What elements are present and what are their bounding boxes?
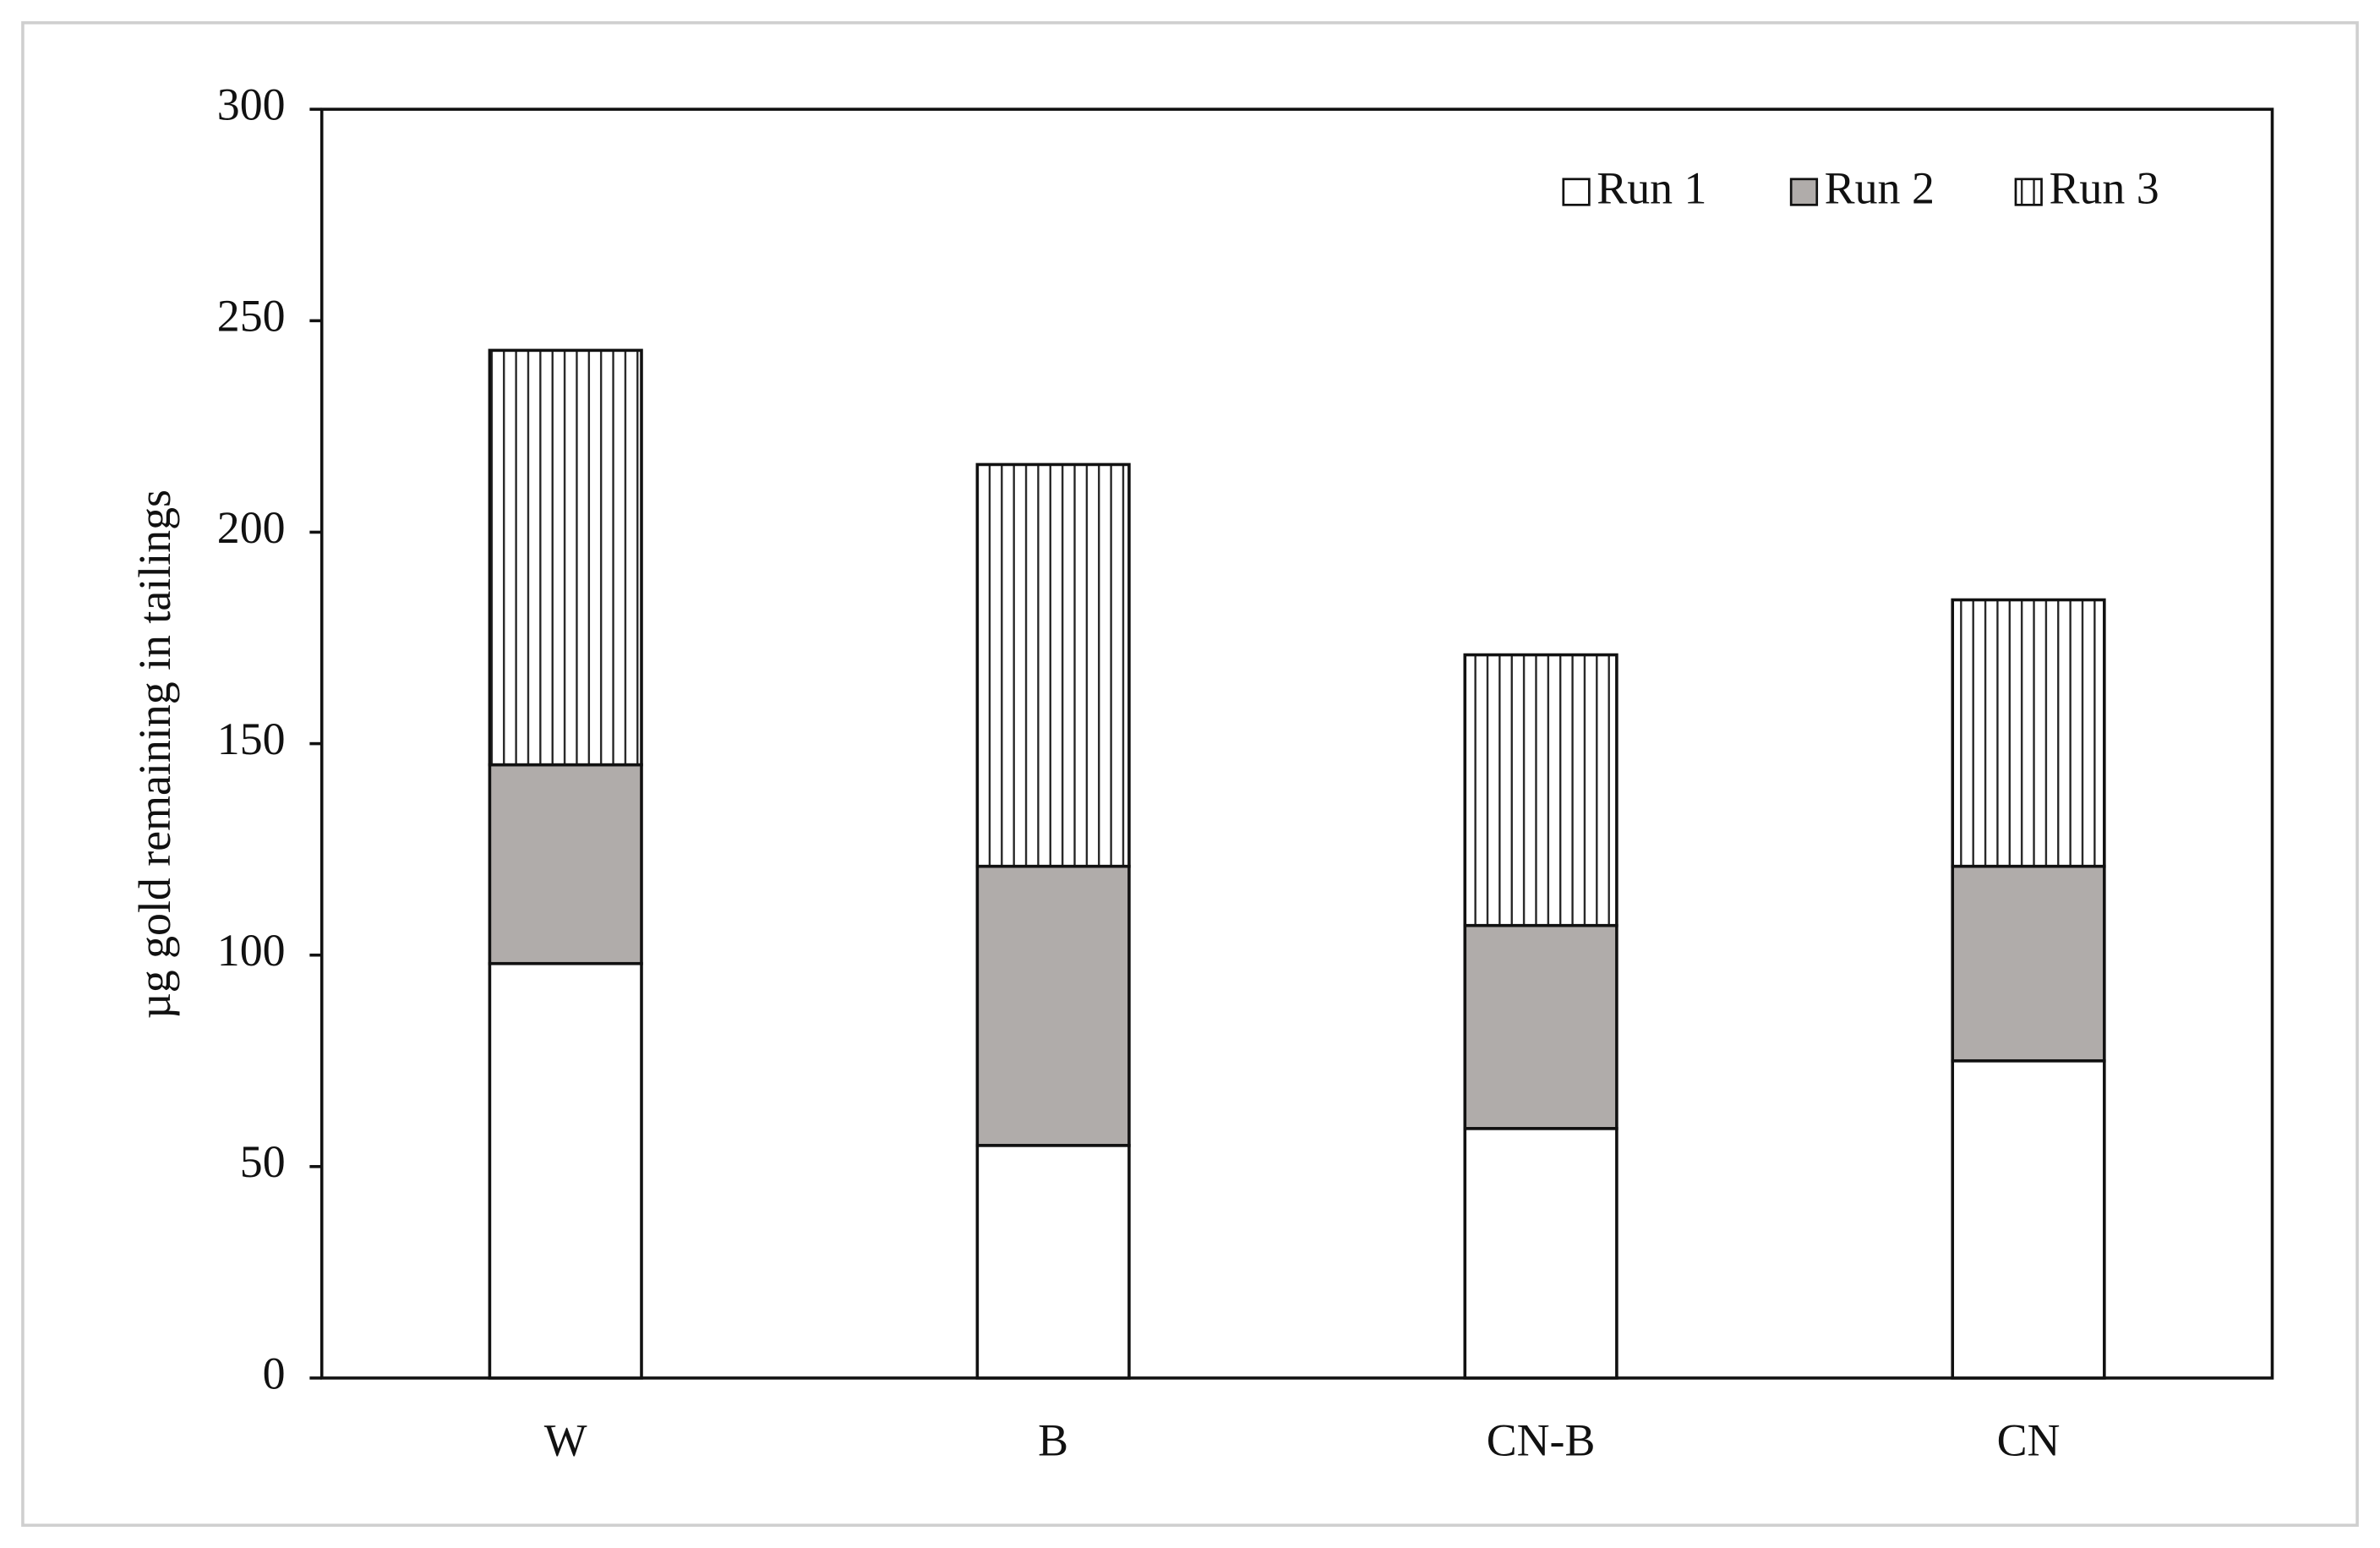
bar-segment [1463, 653, 1619, 927]
y-tick-label: 0 [263, 1348, 286, 1398]
legend-swatch [2014, 178, 2043, 206]
bar-segment [488, 763, 643, 965]
y-tick-label: 300 [217, 79, 286, 130]
legend-swatch [1562, 178, 1591, 206]
bar-segment [975, 1144, 1131, 1380]
bar-segment [1951, 598, 2106, 868]
y-tick-label: 200 [217, 502, 286, 553]
legend-label: Run 1 [1597, 162, 1706, 213]
bar-segment [975, 864, 1131, 1147]
bar-segment [1463, 923, 1619, 1130]
y-tick-label: 50 [240, 1136, 286, 1187]
bar-segment [1463, 1127, 1619, 1380]
bar-segment [488, 961, 643, 1380]
y-axis-label: µg gold remaining in tailings [129, 490, 180, 1019]
x-tick-label: CN-B [1487, 1414, 1596, 1465]
bar-segment [1951, 1058, 2106, 1380]
y-tick-label: 250 [217, 291, 286, 342]
bar-segment [1951, 864, 2106, 1063]
x-tick-label: B [1038, 1414, 1068, 1465]
x-tick-label: W [544, 1414, 587, 1465]
bar-segment [975, 462, 1131, 868]
y-tick-label: 100 [217, 925, 286, 976]
legend-label: Run 3 [2049, 162, 2159, 213]
legend-label: Run 2 [1825, 162, 1935, 213]
legend-swatch [1789, 178, 1819, 206]
x-tick-label: CN [1997, 1414, 2061, 1465]
bar-segment [488, 348, 643, 767]
y-tick-label: 150 [217, 714, 286, 764]
